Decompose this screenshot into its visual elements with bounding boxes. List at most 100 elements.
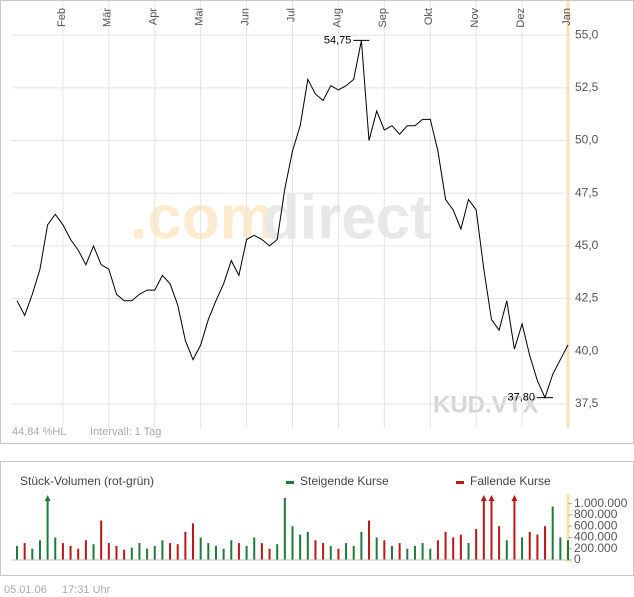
volume-bar [184,531,187,560]
volume-bar [115,545,118,560]
symbol: KUD.VTX [433,391,538,418]
volume-bar [169,543,172,560]
volume-bar [345,543,348,560]
price-panel [0,0,634,444]
volume-bar [276,544,279,560]
volume-bar [214,545,217,560]
volume-bar [521,537,524,560]
volume-bar [84,540,87,560]
volume-bar [38,540,41,560]
volume-panel [0,461,634,576]
volume-bar [291,526,294,560]
volume-bar [314,540,317,560]
volume-bar [567,540,569,560]
volume-bar [444,531,447,560]
volume-bar [551,506,554,560]
volume-bar [498,526,501,560]
volume-bar [459,534,462,560]
legend-label: Fallende Kurse [470,474,551,488]
x-tick-label: Mai [194,8,206,26]
y-tick-label: 50,0 [575,133,599,147]
x-tick-label: Apr [148,8,160,25]
volume-bar [467,543,470,560]
volume-bar [490,497,493,560]
volume-bar [253,537,256,560]
legend-swatch [286,481,294,484]
x-tick-label: Jun [239,8,251,26]
volume-bar [306,531,309,560]
legend-label: Steigende Kurse [300,474,389,488]
volume-bar [283,498,286,560]
volume-bar [230,540,233,560]
volume-bar [559,537,562,560]
info: Intervall: 1 Tag [90,426,161,438]
price-line [16,40,569,399]
y-tick-label: 400.000 [574,530,618,544]
volume-bar [16,545,18,560]
y-tick-label: 1.000.000 [574,496,628,510]
volume-bar [260,543,263,560]
volume-bar [146,548,149,560]
volume-bar [482,497,485,560]
volume-bar [100,520,103,560]
volume-bar [429,548,432,560]
volume-bar [513,497,516,560]
y-tick-label: 42,5 [575,291,599,305]
x-tick-label: Sep [377,8,389,28]
footer-time: 17:31 Uhr [62,584,111,596]
footer-date: 05.01.06 [4,584,47,596]
volume-bar [505,540,508,560]
volume-bar [123,549,126,560]
volume-bar [536,534,539,560]
volume-bar [31,548,34,560]
x-tick-label: Jan [561,8,573,26]
y-tick-label: 600.000 [574,518,618,532]
volume-bar [368,520,371,560]
x-tick-label: Nov [469,8,481,28]
y-tick-label: 55,0 [575,27,599,41]
overflow-arrow [488,495,495,501]
volume-bar [383,540,386,560]
volume-bar [299,534,302,560]
volume-bar [77,548,80,560]
overflow-arrow [511,495,518,501]
volume-bar [352,545,355,560]
volume-bar [199,537,202,560]
volume-bar [54,537,57,560]
volume-bar [544,526,547,560]
volume-bar [23,543,26,560]
volume-bar [245,545,248,560]
x-tick-label: Jul [285,8,297,22]
y-tick-label: 800.000 [574,507,618,521]
volume-bar [390,545,393,560]
volume-bar [138,543,141,560]
volume-bar [528,531,531,560]
volume-bar [61,543,64,560]
volume-bar [207,543,210,560]
volume-bar [92,544,95,560]
volume-bar [436,540,439,560]
volume-bar [413,545,416,560]
y-tick-label: 40,0 [575,343,599,357]
volume-bar [406,548,409,560]
volume-bar [222,548,225,560]
y-tick-label: 37,5 [575,396,599,410]
annotation: 54,75 [324,34,352,46]
volume-bar [237,543,240,560]
volume-bar [107,543,110,560]
legend-swatch [456,481,464,484]
info: 44,84 %HL [12,426,66,438]
y-tick-label: 47,5 [575,185,599,199]
x-tick-label: Mär [102,8,114,27]
x-tick-label: Okt [423,8,435,25]
x-tick-label: Feb [56,8,68,27]
volume-bar [192,523,195,560]
overflow-arrow [480,495,487,501]
x-tick-label: Aug [331,8,343,28]
volume-bar [475,529,478,560]
volume-bar [322,543,325,560]
annotation: 37,80 [508,392,536,404]
logo-prefix: .com [130,183,275,252]
logo-suffix: direct [262,183,431,252]
x-tick-label: Dez [515,8,527,28]
